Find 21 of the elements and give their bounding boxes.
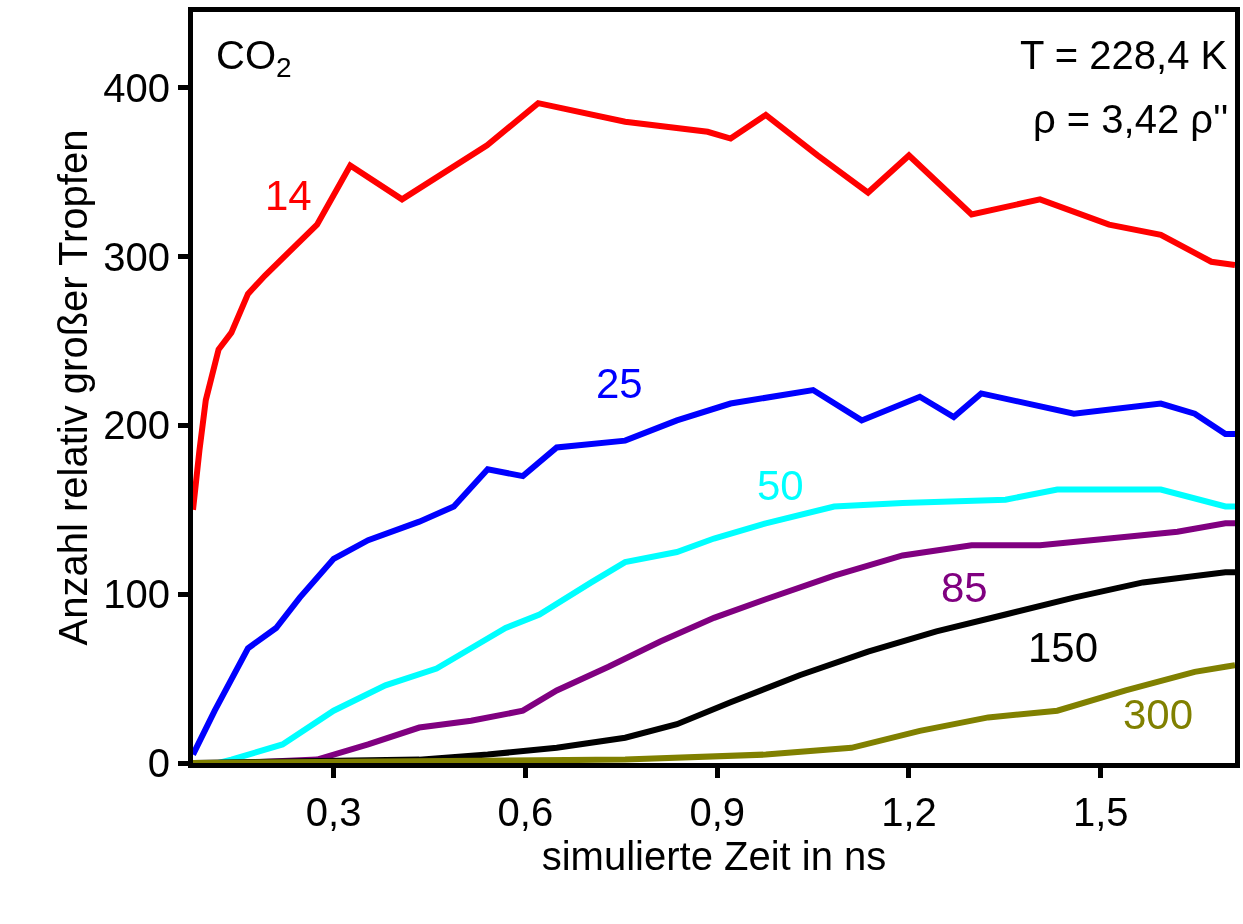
x-tick-label: 0,9 (689, 790, 745, 834)
y-tick-label: 400 (103, 65, 170, 110)
x-tick-label: 0,3 (305, 790, 362, 834)
y-tick-label: 0 (147, 741, 170, 785)
x-tick-label: 1,2 (881, 790, 937, 834)
x-axis-title: simulierte Zeit in ns (541, 834, 887, 878)
series-label: 25 (596, 360, 643, 407)
series-label: 150 (1028, 624, 1099, 671)
series-label: 14 (265, 172, 312, 219)
x-tick-label: 0,6 (497, 790, 554, 834)
series-label: 300 (1123, 691, 1194, 738)
y-axis-title: Anzahl relativ großer Tropfen (50, 129, 95, 646)
annotation: CO$_{2}$ (216, 33, 292, 84)
annotation: T = 228,4 K (1020, 33, 1228, 77)
series-label: 85 (941, 564, 988, 611)
x-tick-label: 1,5 (1072, 790, 1129, 834)
y-tick-label: 200 (103, 403, 170, 448)
annotation: ρ = 3,42 ρ'' (1033, 97, 1229, 141)
series-label: 50 (757, 462, 804, 509)
y-tick-label: 100 (103, 572, 170, 617)
y-tick-label: 300 (103, 234, 170, 279)
